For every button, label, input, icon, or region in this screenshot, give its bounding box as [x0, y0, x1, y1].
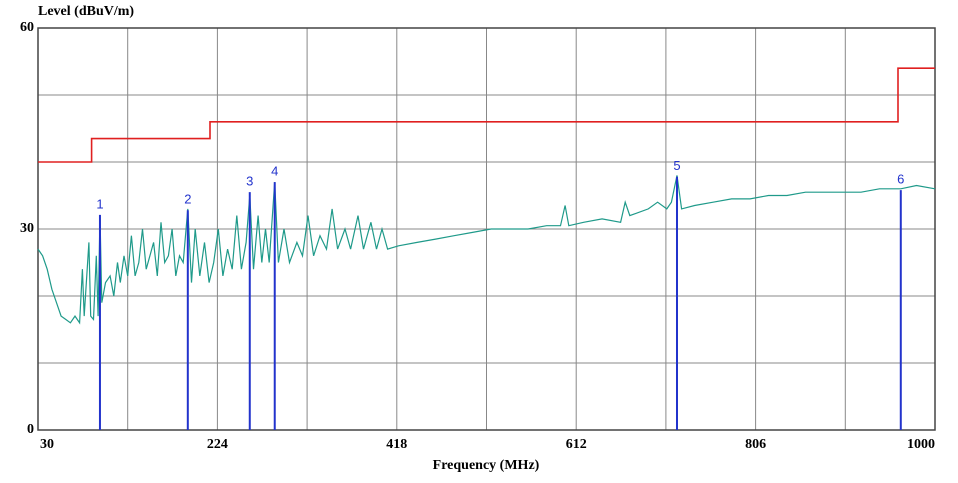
y-tick-label: 0	[27, 422, 34, 437]
level-trace	[37, 175, 936, 325]
y-tick-label: 60	[20, 20, 34, 35]
marker-label: 4	[271, 164, 278, 179]
marker-label: 5	[673, 158, 680, 173]
x-tick-label: 224	[207, 437, 228, 452]
y-tick-label: 30	[20, 221, 34, 236]
marker-label: 6	[897, 172, 904, 187]
y-axis-label: Level (dBuV/m)	[38, 4, 134, 19]
x-axis-label: Frequency (MHz)	[433, 458, 540, 473]
marker-label: 1	[96, 196, 103, 211]
x-tick-label: 612	[566, 437, 587, 452]
marker-label: 2	[184, 192, 191, 207]
x-tick-label: 418	[386, 437, 407, 452]
marker-label: 3	[246, 174, 253, 189]
x-tick-label: 30	[40, 437, 54, 452]
x-tick-label: 1000	[907, 437, 935, 452]
plot-border	[37, 27, 936, 431]
limit-line	[38, 67, 935, 163]
x-tick-label: 806	[745, 437, 766, 452]
